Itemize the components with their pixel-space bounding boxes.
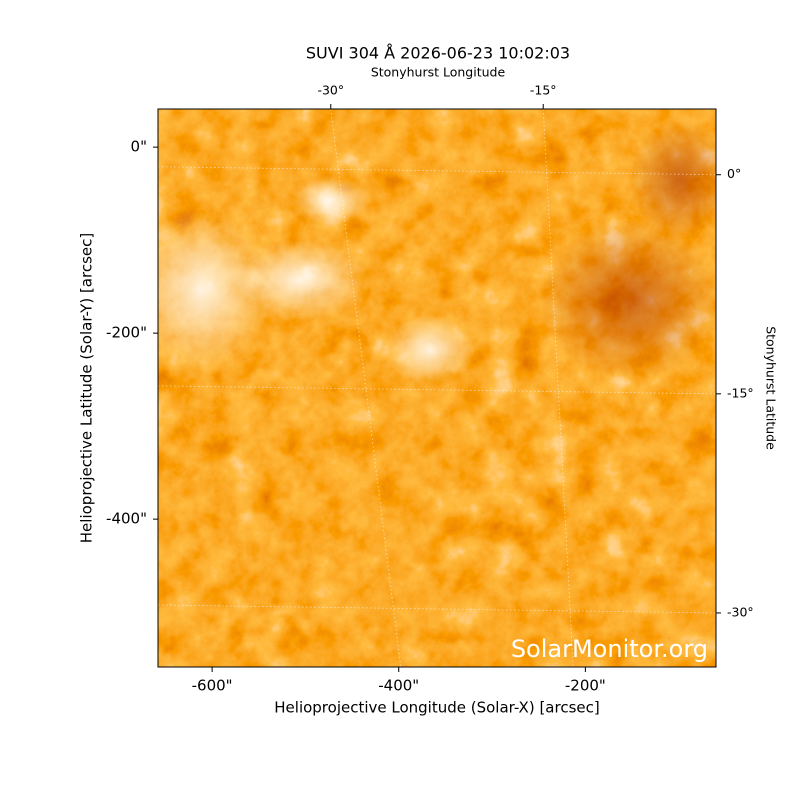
- grid-line: [158, 385, 716, 395]
- grid-line: [330, 109, 402, 667]
- grid-line: [158, 166, 716, 176]
- x-tick-label: -600": [192, 677, 233, 695]
- y2-tick-label: 0°: [727, 166, 741, 181]
- y2-tick-label: -30°: [727, 604, 754, 619]
- y2-axis-label: Stonyhurst Latitude: [764, 326, 779, 450]
- x2-axis-label: Stonyhurst Longitude: [371, 65, 506, 80]
- y-axis-label: Helioprojective Latitude (Solar-Y) [arcs…: [78, 233, 96, 543]
- plot-frame: [157, 108, 717, 668]
- x-tick-label: -200": [565, 677, 606, 695]
- y-tick-label: 0": [131, 138, 147, 156]
- x2-tick-label: -30°: [317, 83, 344, 98]
- grid: [158, 109, 716, 667]
- y-tick-label: -200": [106, 324, 147, 342]
- x2-tick-label: -15°: [530, 83, 557, 98]
- solar-image: [158, 109, 716, 667]
- y-tick-label: -400": [106, 510, 147, 528]
- chart-title: SUVI 304 Å 2026-06-23 10:02:03: [306, 44, 570, 63]
- y2-tick-label: -15°: [727, 385, 754, 400]
- x-axis-label: Helioprojective Longitude (Solar-X) [arc…: [274, 699, 599, 717]
- grid-line: [542, 109, 574, 667]
- x-tick-label: -400": [378, 677, 419, 695]
- grid-line: [158, 604, 716, 614]
- watermark: SolarMonitor.org: [511, 635, 708, 663]
